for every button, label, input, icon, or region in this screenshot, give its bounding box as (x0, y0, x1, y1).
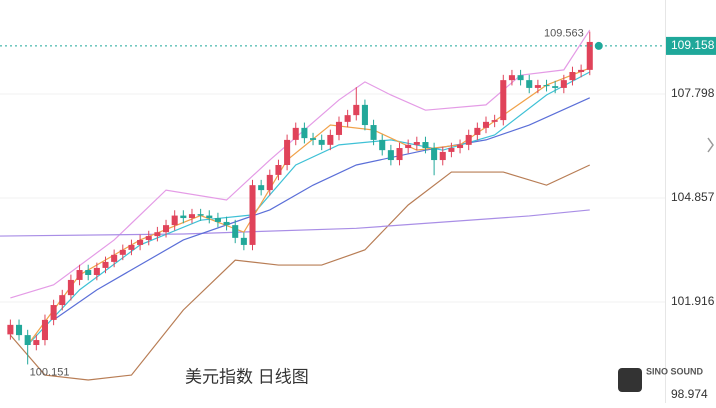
candle-body (50, 305, 57, 320)
candle-body (353, 104, 360, 116)
current-price-dot (594, 41, 603, 50)
plot (0, 29, 665, 407)
candle-body (163, 225, 170, 233)
y-tick-label: 101.916 (671, 294, 715, 308)
candle-body (301, 127, 308, 139)
candle-body (517, 75, 524, 81)
candle-body (552, 86, 559, 88)
candle-body (578, 69, 585, 72)
candle-body (292, 127, 299, 140)
candle-body (405, 144, 412, 149)
candle-body (379, 139, 386, 151)
candle-body (102, 261, 109, 268)
scroll-arrow[interactable] (707, 137, 714, 153)
current-price-box (666, 36, 716, 55)
candle-body (422, 142, 429, 149)
candle-body (76, 270, 83, 280)
candle-body (223, 221, 230, 226)
candle-body (465, 134, 472, 145)
y-tick-label: 104.857 (671, 190, 715, 204)
candle-body (327, 134, 334, 145)
chart-title: 美元指数 日线图 (185, 367, 309, 386)
candle-body (137, 239, 144, 245)
candle-body (197, 214, 204, 216)
candle-body (526, 80, 533, 88)
candle-body (59, 295, 66, 306)
overlay-line (10, 29, 591, 299)
low-label: 100.151 (30, 366, 70, 378)
overlay-line (27, 71, 591, 346)
candle-body (534, 85, 541, 88)
candle-body (188, 214, 196, 219)
candle-body (206, 215, 213, 219)
current-price-label: 109.158 (671, 38, 715, 52)
high-label: 109.563 (544, 27, 584, 39)
candle-body (387, 150, 394, 161)
candle-body (85, 270, 92, 275)
candle-body (7, 324, 14, 335)
candle-body (33, 340, 40, 346)
candle-body (500, 80, 507, 121)
candle-body (543, 85, 550, 87)
candle-body (275, 165, 282, 175)
candle-body (180, 215, 187, 219)
y-tick-label: 107.798 (671, 86, 715, 100)
y-tick-label: 98.974 (671, 387, 708, 401)
watermark-logo (618, 368, 642, 392)
candle-body (361, 104, 368, 126)
candle-body (24, 335, 31, 346)
candle-body (560, 80, 567, 88)
candle-body (508, 75, 515, 81)
candle-body (457, 144, 464, 149)
candle-body (482, 121, 490, 128)
candle-body (335, 121, 343, 135)
candle-body (370, 125, 377, 140)
candle-body (41, 319, 48, 341)
overlay-line (9, 164, 591, 381)
candle-body (154, 232, 161, 237)
candle-body (569, 71, 576, 81)
candle-body (344, 115, 351, 122)
candle-body (439, 151, 446, 161)
candle-body (111, 254, 118, 262)
candle-body (240, 237, 247, 245)
candle-body (310, 138, 317, 140)
overlay-line (0, 209, 590, 237)
candle-body (232, 225, 239, 238)
candle-body (214, 218, 221, 222)
candle-body (586, 41, 593, 70)
candle-body (171, 215, 178, 226)
candle-body (431, 148, 438, 161)
candle-body (258, 185, 265, 191)
watermark-text: SINO SOUND (646, 366, 704, 376)
candle-body (284, 139, 291, 166)
candle-body (119, 249, 126, 255)
candle-body (413, 142, 420, 145)
candle-body (474, 127, 481, 135)
candle-body (145, 236, 152, 240)
candle-body (396, 148, 403, 161)
candle-body (67, 279, 74, 296)
candle-body (266, 174, 273, 191)
candle-body (249, 185, 256, 245)
overlay-line (53, 97, 591, 321)
candle-body (15, 324, 23, 336)
candle-body (318, 139, 325, 145)
candle-body (128, 244, 135, 250)
watermark: SINO SOUND (618, 366, 704, 392)
candle-body (93, 267, 100, 275)
candle-body (491, 120, 498, 122)
candle-body (448, 148, 455, 152)
